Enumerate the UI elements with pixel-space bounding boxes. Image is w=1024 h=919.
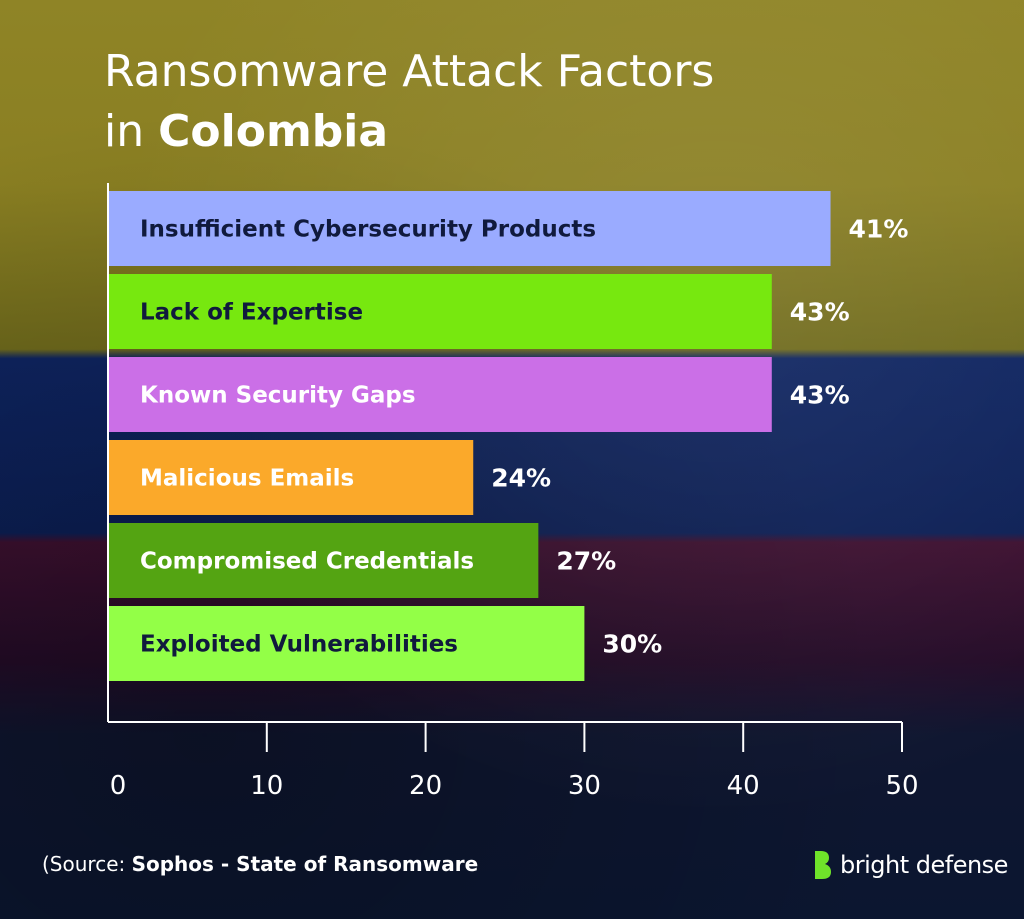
bar: [109, 523, 539, 598]
x-tick-label: 10: [250, 771, 283, 801]
title-line-1: Ransomware Attack Factors: [104, 46, 715, 97]
source-name: Sophos - State of Ransomware: [131, 852, 479, 876]
bar-value-label: 43%: [790, 381, 850, 410]
title-country: Colombia: [158, 106, 389, 157]
bar-value-label: 30%: [602, 630, 662, 659]
bar-category-label: Known Security Gaps: [140, 383, 416, 409]
bar-value-label: 27%: [556, 547, 616, 576]
bar-category-label: Exploited Vulnerabilities: [140, 632, 458, 658]
source-note: (Source: Sophos - State of Ransomware: [42, 852, 478, 876]
x-tick-label: 40: [727, 771, 760, 801]
bar-value-label: 43%: [790, 298, 850, 327]
bar-value-label: 24%: [491, 464, 551, 493]
x-tick-label: 50: [885, 771, 918, 801]
x-tick-label: 30: [568, 771, 601, 801]
bar-category-label: Malicious Emails: [140, 466, 354, 492]
source-prefix: (Source:: [42, 852, 132, 876]
bright-defense-logo-icon: [815, 851, 831, 879]
bar: [109, 606, 585, 681]
bar-category-label: Insufficient Cybersecurity Products: [140, 217, 596, 243]
bar: [109, 274, 772, 349]
bar: [109, 191, 831, 266]
chart-title: Ransomware Attack Factors in Colombia: [104, 42, 714, 162]
bar: [109, 440, 474, 515]
brand-name: bright defense: [840, 851, 1008, 879]
bar-value-label: 41%: [849, 215, 909, 244]
bar-category-label: Lack of Expertise: [140, 300, 363, 326]
x-tick-label: 20: [409, 771, 442, 801]
x-tick-label: 0: [110, 771, 127, 801]
bar: [109, 357, 772, 432]
title-line-2-prefix: in: [104, 106, 159, 157]
bar-category-label: Compromised Credentials: [140, 549, 474, 575]
brand-logo: bright defense: [812, 850, 1008, 880]
